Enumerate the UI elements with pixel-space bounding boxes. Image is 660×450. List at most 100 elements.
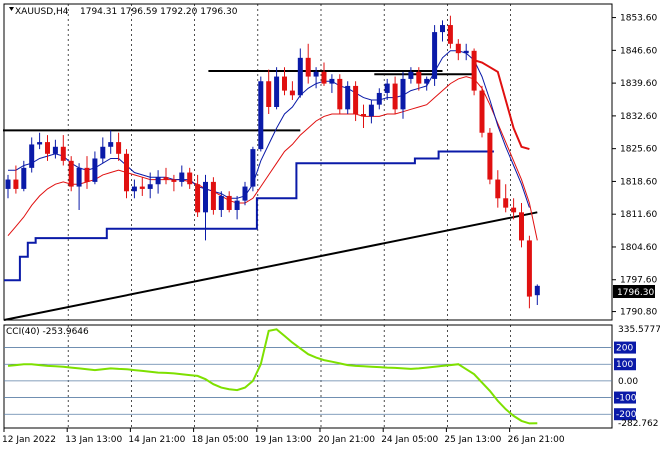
main-panel-border xyxy=(3,3,613,321)
bearish-candle xyxy=(68,160,74,187)
bullish-candle xyxy=(242,186,248,201)
price-tick-label: 1811.60 xyxy=(620,210,657,220)
bearish-candle xyxy=(84,167,90,182)
bullish-candle xyxy=(384,83,390,93)
bearish-candle xyxy=(392,83,398,110)
bearish-candle xyxy=(210,181,216,210)
bearish-candle xyxy=(495,179,501,199)
price-tick-label: 1846.60 xyxy=(620,46,657,56)
bearish-candle xyxy=(526,240,532,297)
bearish-candle xyxy=(361,114,366,117)
bearish-candle xyxy=(13,179,19,189)
time-tick-label: 18 Jan 05:00 xyxy=(192,435,249,445)
cci-level-box xyxy=(614,391,636,404)
chart-frame xyxy=(3,3,613,429)
bullish-candle xyxy=(463,50,469,54)
bearish-candle xyxy=(226,195,232,210)
price-tick-label: 1832.60 xyxy=(620,112,657,122)
cci-max-label: 335.5777 xyxy=(618,325,660,335)
cci-level-box xyxy=(614,341,636,354)
cci-line xyxy=(7,328,538,425)
bullish-candle xyxy=(218,195,224,210)
bullish-candle xyxy=(313,71,319,77)
support-step-line xyxy=(4,150,494,282)
time-tick-label: 19 Jan 13:00 xyxy=(255,435,312,445)
upper-red-line xyxy=(473,59,530,151)
symbol-label: XAUUSD,H4 xyxy=(15,7,69,17)
bullish-candle xyxy=(408,71,414,79)
bullish-candle xyxy=(21,167,27,189)
bearish-candle xyxy=(455,43,461,54)
price-tick-label: 1797.60 xyxy=(620,276,657,286)
cci-level-label: 0.00 xyxy=(618,377,638,387)
bullish-candle xyxy=(37,142,43,145)
chart-overlays xyxy=(3,50,538,321)
bearish-candle xyxy=(511,207,517,213)
bearish-candle xyxy=(471,50,477,91)
bullish-candle xyxy=(179,172,185,182)
bullish-candle xyxy=(440,25,445,33)
cci-level-label: -200 xyxy=(616,410,637,420)
cci-level-box xyxy=(614,358,636,371)
bearish-candle xyxy=(139,186,145,189)
time-tick-label: 25 Jan 13:00 xyxy=(444,435,501,445)
bullish-candle xyxy=(155,177,161,185)
cci-min-label: -282.762 xyxy=(618,419,658,429)
bullish-candle xyxy=(376,92,382,105)
bullish-candle xyxy=(147,184,153,189)
price-tick-label: 1790.80 xyxy=(620,308,657,318)
bearish-candle xyxy=(305,57,311,77)
bullish-candle xyxy=(234,200,240,210)
bullish-candle xyxy=(368,104,374,117)
bullish-candle xyxy=(76,167,82,187)
price-tick-label: 1839.60 xyxy=(620,79,657,89)
ohlc-readout: 1794.31 1796.59 1792.20 1796.30 xyxy=(80,7,238,17)
price-tag: 1796.30 xyxy=(617,288,654,298)
bullish-candle xyxy=(258,81,264,150)
bearish-candle xyxy=(479,90,485,133)
time-tick-label: 14 Jan 21:00 xyxy=(128,435,185,445)
bullish-candle xyxy=(29,144,35,168)
time-tick-label: 26 Jan 21:00 xyxy=(508,435,565,445)
cci-level-label: 100 xyxy=(616,360,633,370)
bullish-candle xyxy=(108,142,114,147)
price-tick-label: 1818.60 xyxy=(620,177,657,187)
price-tag-box xyxy=(613,285,655,298)
bullish-candle xyxy=(329,78,335,84)
time-tick-label: 24 Jan 05:00 xyxy=(381,435,438,445)
bullish-candle xyxy=(5,179,11,189)
bullish-candle xyxy=(400,78,406,110)
bearish-candle xyxy=(282,76,287,91)
bearish-candle xyxy=(163,177,169,180)
time-axis: 12 Jan 2022 13 Jan 13:00 14 Jan 21:00 18 Ja… xyxy=(2,428,565,445)
bullish-candle xyxy=(424,78,430,84)
bearish-candle xyxy=(337,78,343,110)
bullish-candle xyxy=(52,146,58,154)
bearish-candle xyxy=(487,132,493,180)
cci-level-label: 200 xyxy=(616,344,633,354)
bearish-candle xyxy=(289,90,295,96)
bearish-candle xyxy=(171,179,177,182)
time-tick-label: 13 Jan 13:00 xyxy=(65,435,122,445)
bearish-candle xyxy=(321,71,327,84)
bullish-candle xyxy=(297,57,303,96)
trend-line xyxy=(3,211,538,321)
bullish-candle xyxy=(203,181,208,213)
bullish-candle xyxy=(345,85,351,110)
bullish-candle xyxy=(432,32,438,79)
dropdown-arrow-icon[interactable] xyxy=(9,7,14,11)
price-tick-label: 1804.60 xyxy=(620,243,657,253)
bullish-candle xyxy=(534,285,540,296)
bearish-candle xyxy=(266,81,272,107)
bearish-candle xyxy=(124,153,129,192)
bearish-candle xyxy=(353,85,359,115)
bearish-candle xyxy=(187,172,193,185)
bearish-candle xyxy=(503,198,509,208)
bearish-candle xyxy=(519,212,524,241)
bullish-candle xyxy=(131,186,137,192)
bearish-candle xyxy=(116,142,122,154)
price-tick-label: 1853.60 xyxy=(620,14,657,24)
time-tick-label: 20 Jan 21:00 xyxy=(318,435,375,445)
cci-level-label: -100 xyxy=(616,394,637,404)
